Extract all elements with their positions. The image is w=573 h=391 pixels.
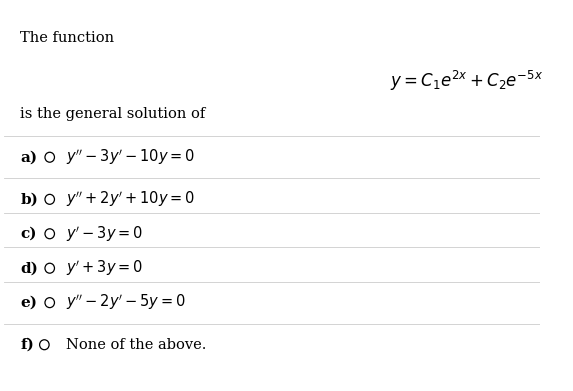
Text: None of the above.: None of the above.	[66, 338, 206, 352]
Text: a): a)	[20, 150, 37, 164]
Text: $y'' - 3y' - 10y = 0$: $y'' - 3y' - 10y = 0$	[66, 147, 195, 167]
Text: $y = C_1 e^{2x} + C_2 e^{-5x}$: $y = C_1 e^{2x} + C_2 e^{-5x}$	[390, 69, 543, 93]
Text: b): b)	[20, 192, 38, 206]
Text: The function: The function	[20, 31, 115, 45]
Text: $y'' + 2y' + 10y = 0$: $y'' + 2y' + 10y = 0$	[66, 190, 195, 209]
Text: f): f)	[20, 338, 34, 352]
Text: d): d)	[20, 261, 38, 275]
Text: is the general solution of: is the general solution of	[20, 108, 206, 122]
Text: $y'' - 2y' - 5y = 0$: $y'' - 2y' - 5y = 0$	[66, 293, 186, 312]
Text: c): c)	[20, 227, 37, 241]
Text: $y' + 3y = 0$: $y' + 3y = 0$	[66, 258, 143, 278]
Text: $y' - 3y = 0$: $y' - 3y = 0$	[66, 224, 143, 244]
Text: e): e)	[20, 296, 37, 310]
